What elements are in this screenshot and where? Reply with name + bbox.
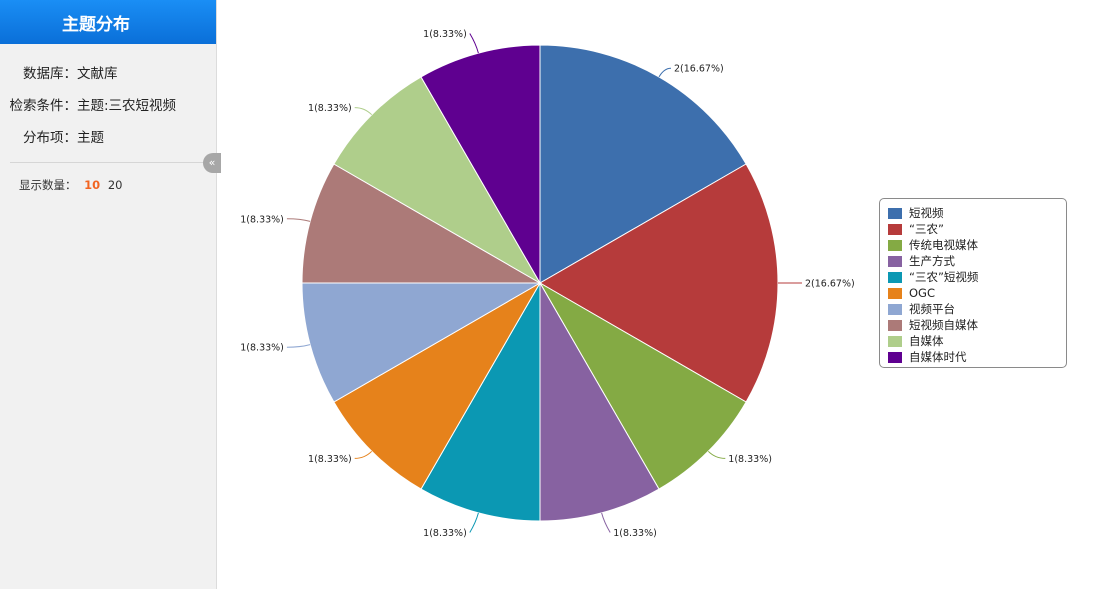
data-label: 1(8.33%) (308, 103, 352, 114)
pie-slice[interactable] (301, 163, 542, 284)
legend-swatch (888, 351, 902, 363)
data-label: 1(8.33%) (240, 343, 284, 354)
data-label: 1(8.33%) (240, 214, 284, 225)
leader-line (286, 344, 311, 348)
criteria-value: 主题:三农短视频 (77, 98, 177, 114)
pie-slice[interactable] (539, 163, 779, 403)
legend-label: 传统电视媒体 (909, 238, 978, 252)
divider (10, 162, 206, 163)
leader-line (469, 33, 479, 54)
count-option-20[interactable]: 20 (107, 178, 123, 192)
legend-swatch (888, 303, 902, 315)
pie-slice[interactable] (538, 281, 747, 490)
database-value: 文献库 (77, 66, 118, 82)
legend-swatch (888, 255, 902, 267)
legend-item[interactable]: 短视频 (888, 205, 1066, 221)
leader-line (354, 450, 373, 459)
legend-label: 自媒体 (909, 334, 944, 348)
data-label: 1(8.33%) (728, 454, 772, 465)
legend-label: 短视频 (909, 206, 944, 220)
criteria-row: 检索条件：主题:三农短视频 (0, 94, 216, 114)
data-label: 1(8.33%) (308, 454, 352, 465)
legend-swatch (888, 239, 902, 251)
chart-legend: 短视频 “三农” 传统电视媒体 生产方式 “三农”短视频 OGC 视频平台短视频自媒体 自媒体… (879, 198, 1067, 368)
panel-title: 主题分布 (0, 0, 216, 44)
display-count-label: 显示数量： (19, 178, 77, 192)
legend-item[interactable]: “三农” (888, 221, 1066, 237)
legend-label: 视频平台 (909, 302, 955, 316)
legend-swatch (888, 319, 902, 331)
leader-line (707, 450, 726, 459)
legend-label: 短视频自媒体 (909, 318, 978, 332)
database-label: 数据库： (23, 66, 77, 82)
legend-swatch (888, 335, 902, 347)
legend-label: “三农” (909, 222, 944, 236)
pie-slice[interactable] (333, 76, 542, 285)
leader-line (286, 218, 311, 222)
legend-swatch (888, 207, 902, 219)
legend-swatch (888, 223, 902, 235)
legend-label: “三农”短视频 (909, 270, 979, 284)
dimension-row: 分布项：主题 (0, 126, 216, 146)
leader-line (354, 107, 373, 116)
display-count-row: 显示数量： 10 20 (19, 177, 122, 193)
legend-item[interactable]: 自媒体 (888, 333, 1066, 349)
legend-label: 自媒体时代 (909, 350, 967, 364)
legend-item[interactable]: 短视频自媒体 (888, 317, 1066, 333)
data-label: 1(8.33%) (423, 528, 467, 539)
pie-slice[interactable] (420, 44, 541, 285)
criteria-label: 检索条件： (9, 98, 78, 114)
pie-slice[interactable] (301, 282, 542, 403)
data-label: 2(16.67%) (805, 279, 855, 290)
sidebar: 主题分布 数据库：文献库 检索条件：主题:三农短视频 分布项：主题 显示数量： … (0, 0, 217, 589)
dimension-value: 主题 (77, 130, 104, 146)
data-label: 2(16.67%) (674, 64, 724, 75)
legend-item[interactable]: “三农”短视频 (888, 269, 1066, 285)
pie-slice[interactable] (333, 281, 542, 490)
legend-item[interactable]: OGC (888, 285, 1066, 301)
legend-item[interactable]: 自媒体时代 (888, 349, 1066, 365)
legend-swatch (888, 271, 902, 283)
legend-label: 生产方式 (909, 254, 955, 268)
legend-swatch (888, 287, 902, 299)
legend-item[interactable]: 视频平台 (888, 301, 1066, 317)
legend-label: OGC (909, 286, 935, 300)
leader-line (601, 512, 611, 533)
leader-line (658, 67, 672, 78)
data-label: 1(8.33%) (613, 528, 657, 539)
data-label: 1(8.33%) (423, 29, 467, 40)
collapse-sidebar-button[interactable]: « (203, 153, 221, 173)
database-row: 数据库：文献库 (0, 62, 216, 82)
leader-line (469, 512, 479, 533)
legend-item[interactable]: 传统电视媒体 (888, 237, 1066, 253)
legend-item[interactable]: 生产方式 (888, 253, 1066, 269)
pie-chart: 2(16.67%) 2(16.67%) 1(8.33%) 1(8.33%) 1(8.33… (240, 29, 855, 539)
pie-slice[interactable] (420, 281, 541, 522)
dimension-label: 分布项： (23, 130, 77, 146)
count-option-10[interactable]: 10 (84, 178, 101, 192)
pie-slice[interactable] (539, 281, 660, 522)
